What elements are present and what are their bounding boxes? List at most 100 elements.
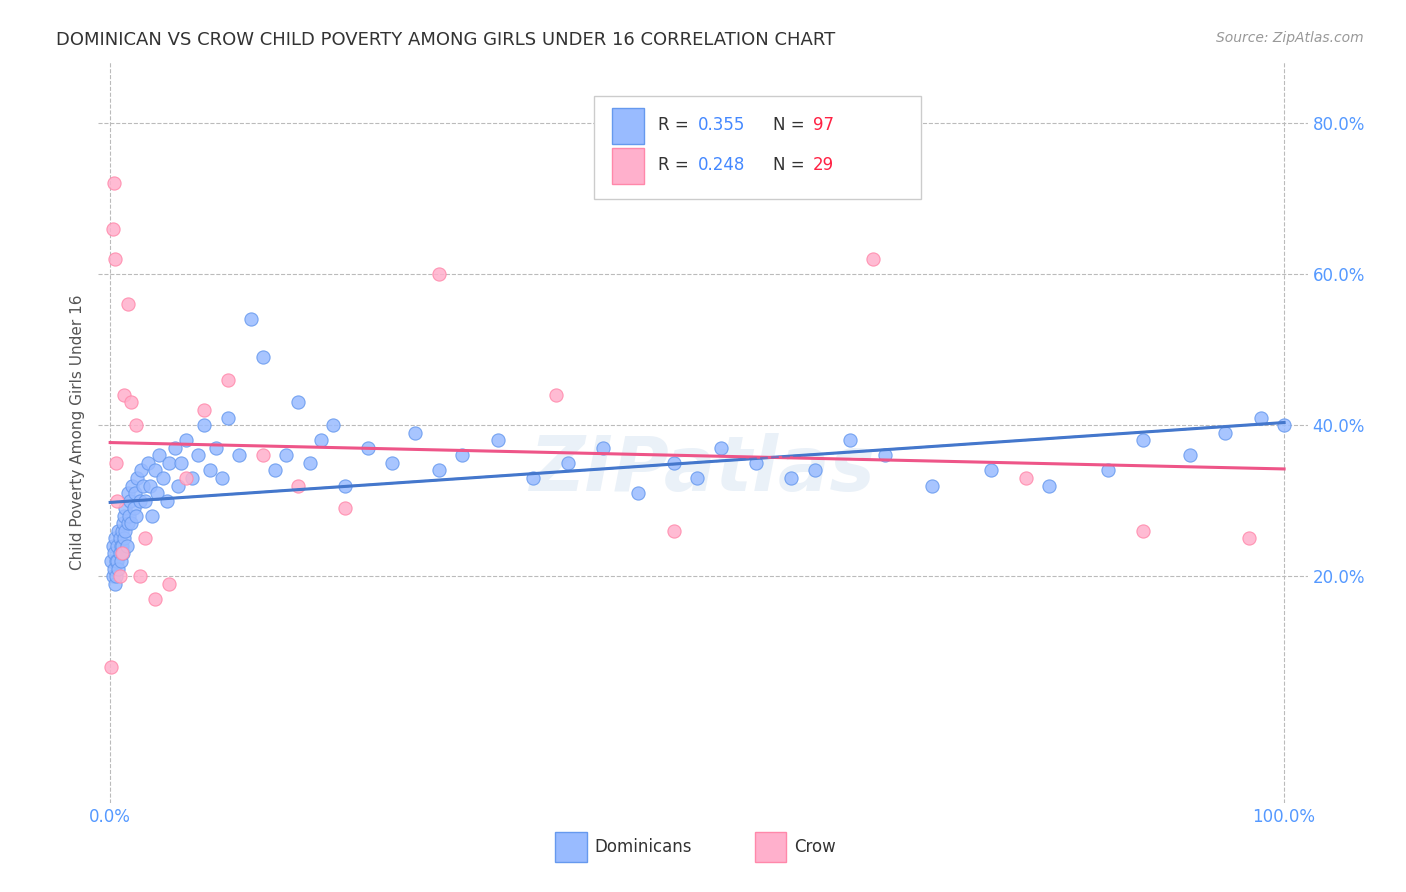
Point [103,547,125,561]
Text: ZIPatlas: ZIPatlas [530,433,876,507]
Point [139,478,162,492]
Point [193,418,215,433]
Point [127,471,149,485]
Point [111,539,134,553]
Point [112,547,135,561]
Point [217,373,239,387]
Point [132,478,155,492]
Point [381,456,404,470]
Point [686,471,709,485]
Point [128,493,150,508]
Point [252,448,274,462]
Point [136,456,159,470]
Point [104,576,127,591]
Point [134,493,156,508]
Point [557,456,579,470]
Point [1237,532,1260,546]
Point [120,493,142,508]
Point [112,516,135,531]
Point [181,471,204,485]
Point [124,486,146,500]
Point [100,660,122,674]
Point [120,516,142,531]
Point [627,486,650,500]
Point [980,463,1002,477]
Point [862,252,884,266]
Point [155,493,177,508]
Text: Crow: Crow [793,838,835,856]
Point [263,463,285,477]
Point [134,532,156,546]
Point [101,539,124,553]
Point [662,456,685,470]
Point [101,569,124,583]
Point [148,448,170,462]
Point [121,478,143,492]
Point [592,441,614,455]
Point [115,539,138,553]
Point [451,448,474,462]
Point [152,471,174,485]
Point [710,441,733,455]
Text: 0.355: 0.355 [699,116,745,134]
Point [103,177,125,191]
Point [311,433,333,447]
Point [105,539,128,553]
Point [111,524,134,538]
Point [110,539,132,553]
Text: Dominicans: Dominicans [595,838,692,856]
Point [228,448,250,462]
Point [103,561,125,575]
FancyBboxPatch shape [613,147,644,184]
Point [105,554,128,568]
Point [333,478,356,492]
FancyBboxPatch shape [595,95,921,200]
Point [112,508,135,523]
Point [252,350,274,364]
Point [120,395,142,409]
Point [157,576,180,591]
Point [104,532,127,546]
Point [198,463,221,477]
FancyBboxPatch shape [613,108,644,144]
Text: 97: 97 [813,116,834,134]
Point [118,508,141,523]
FancyBboxPatch shape [555,832,586,862]
Point [1038,478,1060,492]
Y-axis label: Child Poverty Among Girls Under 16: Child Poverty Among Girls Under 16 [69,295,84,570]
Point [404,425,426,440]
Point [1097,463,1119,477]
Point [427,267,450,281]
Point [163,441,186,455]
Point [157,456,180,470]
Point [176,471,198,485]
Point [357,441,380,455]
Point [240,312,263,326]
Point [108,547,131,561]
Point [204,441,226,455]
Text: Source: ZipAtlas.com: Source: ZipAtlas.com [1216,31,1364,45]
Text: DOMINICAN VS CROW CHILD POVERTY AMONG GIRLS UNDER 16 CORRELATION CHART: DOMINICAN VS CROW CHILD POVERTY AMONG GI… [56,31,835,49]
Point [111,547,134,561]
Point [1180,448,1202,462]
Point [217,410,239,425]
Point [101,221,124,235]
Point [143,591,166,606]
Text: N =: N = [773,155,810,174]
Point [838,433,860,447]
Point [187,448,209,462]
Point [803,463,825,477]
Point [287,478,309,492]
Point [546,388,568,402]
Point [427,463,450,477]
Point [105,456,128,470]
Point [287,395,309,409]
Text: N =: N = [773,116,810,134]
Point [114,524,136,538]
Point [921,478,943,492]
Point [100,554,122,568]
Point [298,456,321,470]
Point [125,418,148,433]
Point [169,456,191,470]
Point [146,486,169,500]
